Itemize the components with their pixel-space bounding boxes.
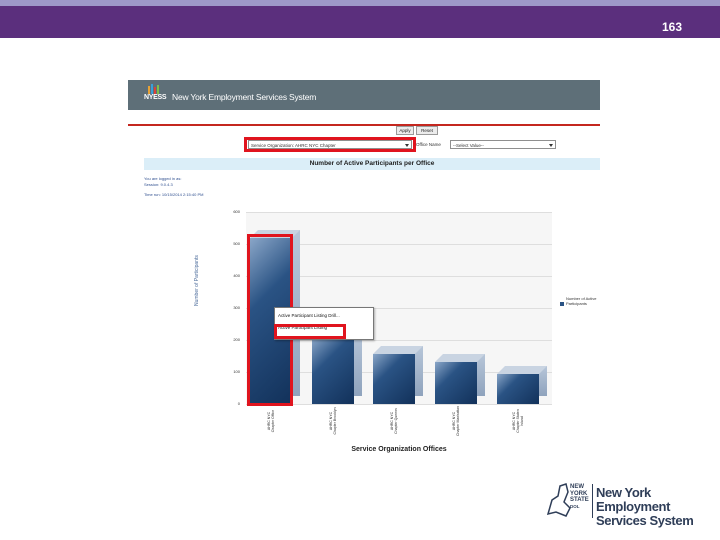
office-name-select[interactable]: --Select Value-- [450, 140, 556, 149]
y-tick-label: 500 [233, 241, 240, 246]
grid-line [246, 212, 552, 213]
chevron-down-icon [549, 144, 553, 147]
app-logo-text: NYESS [144, 94, 167, 101]
session-info: Session: 9.0.4.3 [144, 182, 173, 187]
chevron-down-icon [405, 144, 409, 147]
highlight-box-menu [274, 324, 346, 339]
legend-swatch [560, 302, 564, 306]
office-name-label: Office Name [416, 142, 441, 147]
app-header: NYESS New York Employment Services Syste… [128, 80, 600, 110]
y-tick-label: 100 [233, 369, 240, 374]
footer-divider [592, 484, 593, 518]
x-axis-title: Service Organization Offices [351, 446, 447, 453]
service-org-select-value: Service Organization: AHRC NYC Chapter [251, 143, 336, 148]
y-tick-label: 200 [233, 337, 240, 342]
y-tick-label: 300 [233, 305, 240, 310]
footer-logo [546, 478, 706, 524]
grid-line [246, 276, 552, 277]
grid-line [246, 340, 552, 341]
highlight-box-filter [244, 137, 416, 152]
bar-top [496, 365, 547, 374]
slide-number: 163 [661, 20, 682, 34]
app-title: New York Employment Services System [172, 92, 317, 102]
grid-line [246, 244, 552, 245]
slide-header-bar: 163 [0, 6, 720, 38]
footer-state-line: NEW [570, 484, 584, 490]
x-tick-label: AHRC NYC Chapter Brooklyn [328, 407, 337, 435]
chart-title-bar: Number of Active Participants per Office [144, 158, 600, 170]
legend-label: Number of Active Participants [566, 296, 597, 306]
login-info: You are logged in as: [144, 176, 182, 181]
bar[interactable] [435, 362, 478, 404]
office-name-select-value: --Select Value-- [453, 143, 484, 148]
y-tick-label: 600 [233, 209, 240, 214]
app-screenshot: NYESS New York Employment Services Syste… [128, 80, 600, 464]
y-tick-label: 400 [233, 273, 240, 278]
menu-item-active-listing[interactable]: Active Participant Listing [278, 325, 328, 330]
bar-side [353, 330, 362, 396]
grid-line [246, 404, 552, 405]
grid-line [246, 308, 552, 309]
footer-state-text: NEW YORK STATE DOL [570, 484, 589, 510]
y-axis-label: Number of Participants [194, 255, 200, 306]
ny-state-map-icon [546, 483, 571, 517]
x-tick-label: AHRC NYC Chapter Office [267, 409, 275, 433]
footer-text-line: New York Employment [596, 485, 671, 514]
footer-text-line: Services System [596, 513, 694, 528]
footer-wordmark: New York Employment Services System [596, 486, 720, 528]
menu-item-drill[interactable]: Active Participant Listing Drill... [278, 313, 340, 318]
chart-title: Number of Active Participants per Office [309, 160, 435, 167]
nyess-logo-icon [148, 84, 159, 94]
bar-top [435, 354, 486, 363]
time-run-info: Time run: 10/15/2014 2:15:40 PM [144, 192, 204, 197]
bar[interactable] [373, 354, 416, 404]
slide-top-stripe [0, 0, 720, 6]
reset-button[interactable]: Reset [416, 126, 438, 135]
footer-state-line: STATE [570, 497, 589, 503]
bar-side [477, 354, 486, 396]
footer-state-line: DOL [570, 503, 580, 509]
header-divider [128, 124, 600, 126]
bar[interactable] [496, 373, 539, 404]
drill-down-menu: Active Participant Listing Drill... Acti… [274, 307, 374, 340]
bar-side [415, 346, 424, 396]
x-tick-label: AHRC NYC Chapter Manhattan [452, 406, 461, 436]
apply-button[interactable]: Apply [396, 126, 414, 135]
y-tick-label: 0 [237, 401, 240, 406]
x-tick-label: AHRC NYC Chapter Staten Island [511, 409, 524, 433]
x-tick-label: AHRC NYC Chapter Queens [390, 408, 399, 434]
footer-state-line: YORK [570, 490, 588, 497]
service-org-select[interactable]: Service Organization: AHRC NYC Chapter [248, 140, 412, 149]
bar-side [538, 365, 547, 396]
bar[interactable] [311, 338, 354, 404]
